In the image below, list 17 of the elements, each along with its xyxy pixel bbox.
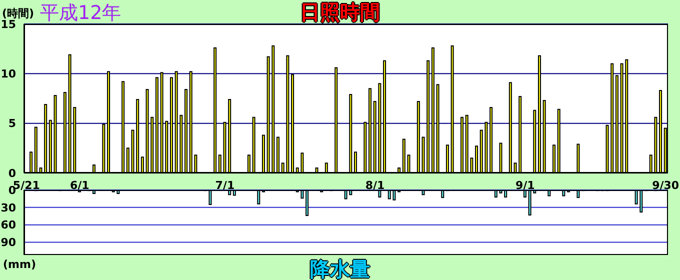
x-tick-label: 9/30 bbox=[652, 178, 680, 192]
x-tick-label: 7/1 bbox=[215, 178, 235, 192]
x-tick-label: 9/1 bbox=[515, 178, 535, 192]
chart-title: 日照時間 bbox=[300, 0, 380, 24]
y-tick-label: 60 bbox=[0, 218, 16, 232]
y-tick-label: 0 bbox=[8, 166, 16, 180]
x-tick-label: 8/1 bbox=[365, 178, 385, 192]
y-axis-title: (時間) bbox=[2, 6, 34, 20]
y-tick-label: 5 bbox=[8, 117, 16, 130]
y-axis-title: (mm) bbox=[3, 258, 36, 271]
chart-subtitle: 平成12年 bbox=[40, 1, 122, 26]
text: 降水量 bbox=[310, 257, 370, 280]
y-tick-label: 90 bbox=[0, 236, 16, 250]
y-tick-label: 15 bbox=[0, 18, 16, 31]
x-tick-label: 6/1 bbox=[70, 178, 90, 192]
y-tick-label: 30 bbox=[0, 201, 16, 214]
y-tick-label: 10 bbox=[0, 68, 16, 81]
